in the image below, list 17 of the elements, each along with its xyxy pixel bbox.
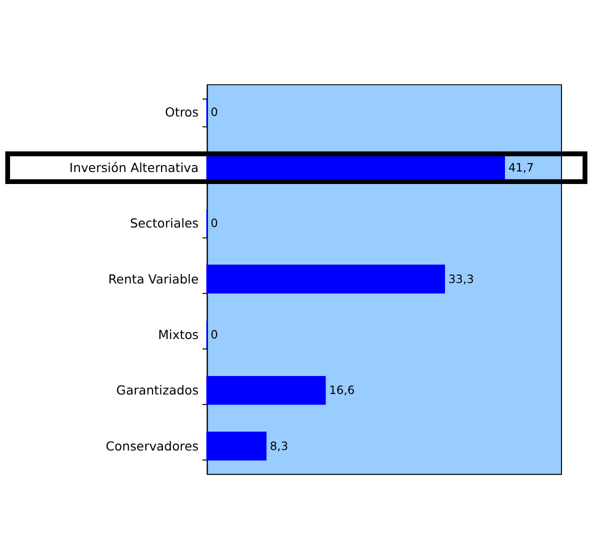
bar bbox=[206, 432, 267, 460]
y-tick-label: Inversión Alternativa bbox=[69, 160, 199, 176]
bar bbox=[206, 376, 326, 405]
data-label: 0 bbox=[210, 104, 218, 119]
y-tick-label: Garantizados bbox=[116, 382, 199, 398]
data-label: 0 bbox=[210, 216, 218, 230]
y-tick-label: Otros bbox=[165, 104, 199, 120]
y-tick-label: Conservadores bbox=[106, 438, 199, 454]
bar bbox=[206, 264, 445, 294]
data-label: 16,6 bbox=[329, 383, 355, 398]
data-label: 0 bbox=[210, 328, 218, 342]
y-tick-label: Sectoriales bbox=[130, 216, 199, 231]
data-label: 33,3 bbox=[448, 272, 474, 286]
y-tick-label: Renta Variable bbox=[108, 271, 199, 286]
data-label: 41,7 bbox=[508, 160, 534, 175]
y-tick-label: Mixtos bbox=[158, 327, 199, 342]
data-label: 8,3 bbox=[270, 438, 288, 453]
